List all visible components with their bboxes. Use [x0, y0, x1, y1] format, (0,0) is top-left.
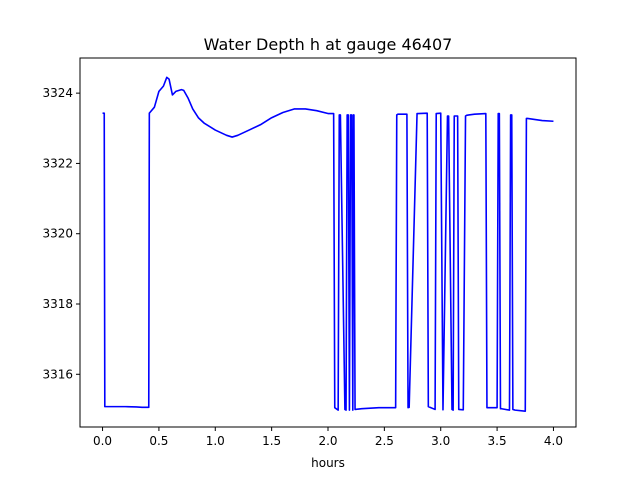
x-tick-label: 2.5	[375, 434, 394, 448]
series-line-0	[102, 76, 554, 412]
y-tick-label: 3316	[42, 367, 73, 381]
y-tick-label: 3324	[42, 86, 73, 100]
y-tick-label: 3318	[42, 297, 73, 311]
chart-title: Water Depth h at gauge 46407	[204, 35, 453, 54]
x-tick-label: 0.0	[93, 434, 112, 448]
x-axis: 0.0 0.5 1.0 1.5 2.0 2.5 3.0 3.5 4.0	[93, 427, 563, 448]
x-tick-label: 1.0	[206, 434, 225, 448]
x-tick-label: 0.5	[149, 434, 168, 448]
x-axis-label: hours	[311, 456, 345, 470]
axes-frame	[79, 57, 577, 428]
x-tick-label: 4.0	[544, 434, 563, 448]
x-tick-label: 3.0	[431, 434, 450, 448]
plot-area	[102, 76, 554, 412]
y-tick-label: 3322	[42, 156, 73, 170]
x-tick-label: 3.5	[488, 434, 507, 448]
x-tick-label: 1.5	[262, 434, 281, 448]
y-tick-label: 3320	[42, 227, 73, 241]
x-tick-label: 2.0	[318, 434, 337, 448]
y-axis: 3316 3318 3320 3322 3324	[42, 86, 80, 381]
